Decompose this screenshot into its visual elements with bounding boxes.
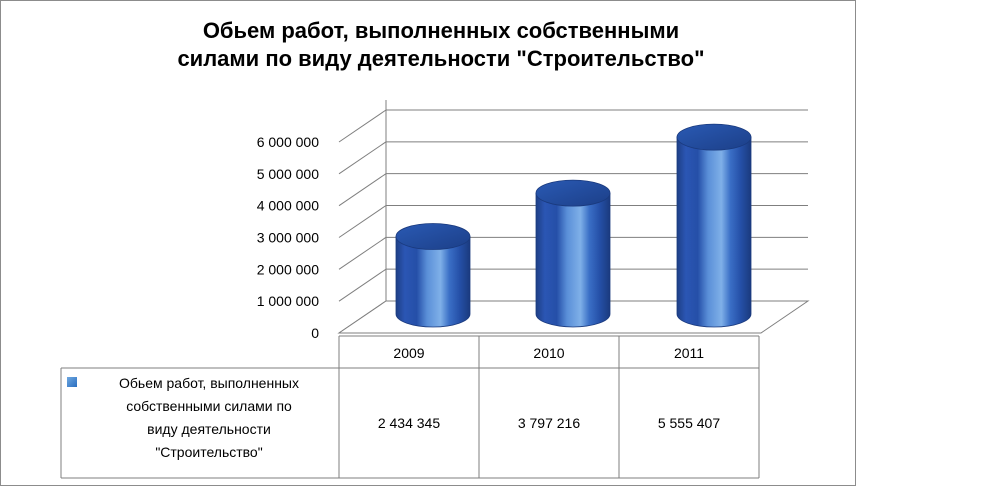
- bar-cylinder: [676, 136, 752, 328]
- bar-cylinder-top: [676, 123, 752, 151]
- bar-cylinder: [395, 236, 471, 328]
- data-label: 3 797 216: [518, 415, 580, 431]
- x-tick-label: 2011: [674, 345, 704, 361]
- y-tick-label: 1 000 000: [257, 293, 319, 309]
- bar-cylinder: [535, 192, 611, 328]
- y-tick-label: 5 000 000: [257, 166, 319, 182]
- data-label: 2 434 345: [378, 415, 440, 431]
- gridline-side: [338, 268, 387, 302]
- gridline-side: [338, 236, 387, 270]
- series-name-line: "Строительство": [155, 444, 262, 460]
- bar-cylinder-top: [395, 223, 471, 250]
- series-name-line: собственными силами по: [126, 398, 292, 414]
- legend-key: [67, 377, 77, 387]
- y-tick-label: 0: [311, 325, 319, 341]
- chart-title: Обьем работ, выполненных собственными си…: [177, 18, 705, 71]
- chart-plot: 0 1 000 000 2 000 000 3 000 000 4 000 000 5 0…: [60, 100, 810, 479]
- y-tick-label: 6 000 000: [257, 134, 319, 150]
- x-tick-label: 2010: [533, 345, 564, 361]
- y-tick-label: 4 000 000: [257, 198, 319, 214]
- gridline-side: [338, 141, 387, 175]
- y-tick-label: 2 000 000: [257, 261, 319, 277]
- chart-frame: Обьем работ, выполненных собственными си…: [0, 0, 856, 486]
- series-name-line: Обьем работ, выполненных: [119, 375, 299, 391]
- data-label: 5 555 407: [658, 415, 720, 431]
- bar-cylinder-top: [535, 179, 611, 207]
- x-tick-label: 2009: [393, 345, 424, 361]
- series-name-line: виду деятельности: [147, 421, 271, 437]
- gridline-side: [338, 205, 387, 238]
- y-tick-label: 3 000 000: [257, 230, 319, 246]
- gridline-side: [338, 109, 387, 143]
- gridline-side: [338, 173, 387, 207]
